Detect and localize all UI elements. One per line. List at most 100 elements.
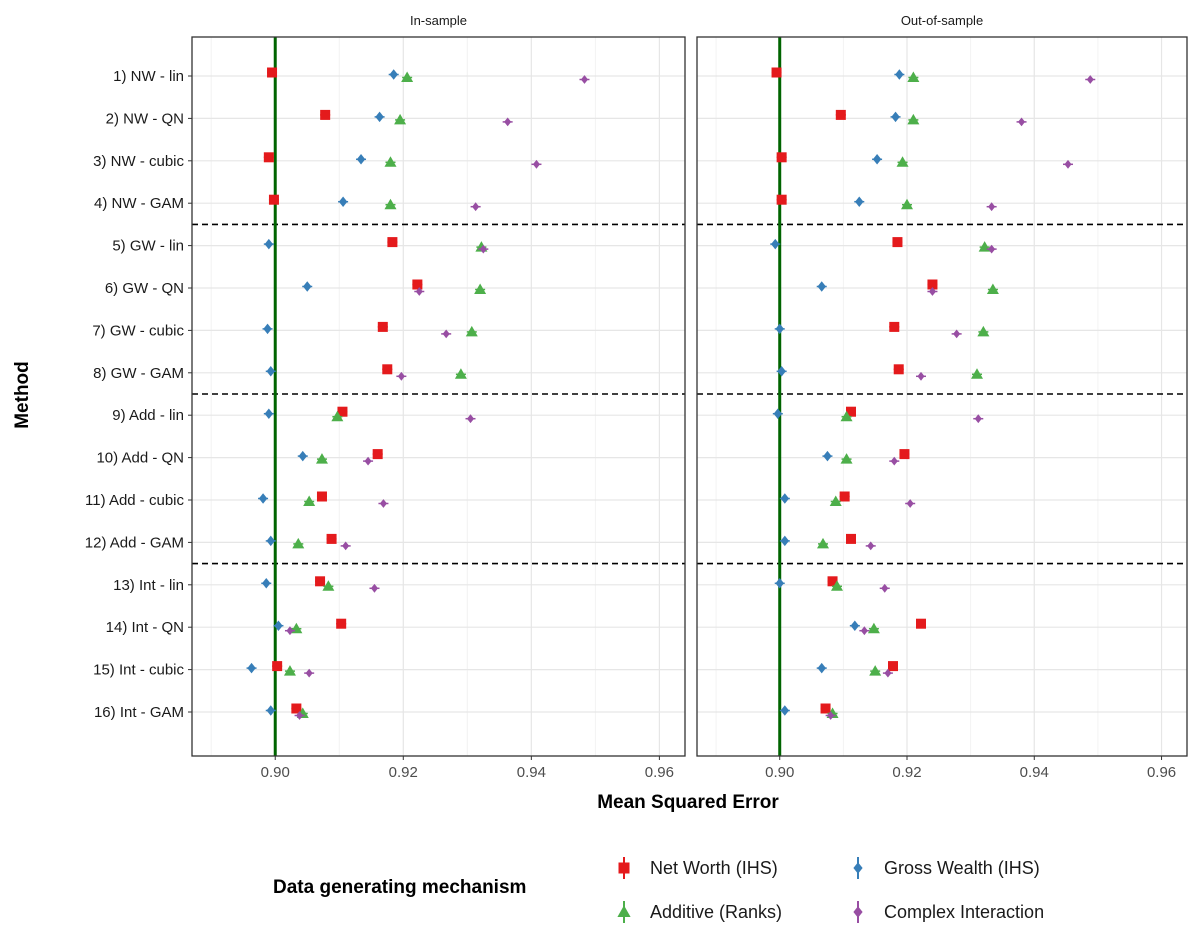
data-point [780, 493, 790, 504]
data-point [479, 244, 487, 254]
data-point [356, 154, 366, 165]
data-point [267, 67, 278, 78]
data-point [988, 202, 996, 212]
data-point [454, 368, 467, 379]
data-point [827, 711, 835, 720]
data-point [266, 366, 275, 377]
data-point [901, 198, 913, 210]
data-point [298, 450, 307, 462]
legend-item: Gross Wealth (IHS) [853, 857, 1040, 879]
legend: Data generating mechanism Net Worth (IHS… [273, 857, 1044, 923]
data-point [827, 576, 838, 587]
data-point [326, 533, 337, 544]
x-tick-label: 0.94 [517, 764, 546, 781]
data-point [780, 535, 790, 547]
legend-label: Gross Wealth (IHS) [884, 858, 1040, 878]
data-point [780, 705, 790, 716]
y-tick-label: 9) Add - lin [112, 407, 184, 424]
x-tick-label: 0.90 [765, 764, 794, 781]
data-point [266, 705, 275, 716]
y-tick-label: 6) GW - QN [105, 280, 184, 297]
y-tick-label: 12) Add - GAM [85, 534, 184, 551]
legend-key-marker [617, 905, 631, 917]
x-tick-label: 0.96 [1147, 764, 1176, 781]
y-tick-label: 8) GW - GAM [93, 365, 184, 382]
legend-key-marker [853, 862, 863, 874]
data-point [382, 364, 393, 375]
x-tick-label: 0.92 [389, 764, 418, 781]
legend-key-marker [618, 862, 630, 874]
data-point [775, 323, 784, 335]
data-point [860, 626, 868, 636]
data-point [442, 329, 450, 339]
data-point [303, 495, 316, 506]
data-point [504, 117, 512, 127]
data-point [917, 371, 925, 381]
legend-item: Net Worth (IHS) [618, 857, 778, 879]
legend-item: Additive (Ranks) [617, 901, 782, 923]
data-point [1064, 159, 1072, 169]
data-point [771, 238, 780, 250]
data-point [840, 410, 853, 422]
data-point [846, 533, 856, 544]
data-point [928, 287, 936, 296]
y-axis-title: Method [12, 361, 33, 429]
panel-in-sample: In-sample 0.90 0.92 0.94 0.96 [191, 13, 686, 781]
data-point [379, 499, 387, 508]
data-point [283, 665, 296, 676]
y-tick-label: 3) NW - cubic [93, 153, 184, 170]
panels-layer: In-sample 0.90 0.92 0.94 0.96 Out-of-sample 0.… [191, 13, 1188, 781]
panel-strip-label: In-sample [410, 13, 467, 28]
data-point [474, 283, 487, 294]
data-point [389, 69, 398, 80]
data-point [906, 499, 914, 508]
data-point [817, 662, 826, 674]
data-point [394, 113, 407, 125]
data-point [263, 323, 272, 335]
data-point [342, 541, 350, 551]
data-point [264, 238, 274, 250]
data-point [846, 406, 856, 417]
data-point [889, 321, 900, 332]
data-point [817, 281, 826, 292]
legend-label: Additive (Ranks) [650, 902, 782, 922]
data-point [820, 703, 831, 714]
data-point [977, 325, 990, 337]
x-tick-label: 0.92 [892, 764, 921, 781]
data-point [895, 69, 904, 80]
data-point [320, 109, 331, 120]
data-point [890, 456, 898, 466]
data-point [268, 194, 279, 205]
data-point [776, 152, 787, 163]
legend-title: Data generating mechanism [273, 877, 526, 898]
data-point [337, 406, 348, 417]
data-point [316, 491, 327, 502]
data-point [974, 414, 982, 424]
data-point [364, 456, 372, 466]
data-point [266, 535, 275, 547]
y-tick-label: 15) Int - cubic [93, 662, 184, 679]
panel-strip-label: Out-of-sample [901, 13, 983, 28]
data-point [850, 620, 860, 631]
data-point [401, 71, 414, 82]
data-point [305, 668, 313, 678]
y-tick-label: 13) Int - lin [113, 577, 184, 594]
data-point [384, 156, 397, 167]
data-point [881, 583, 889, 593]
data-point [331, 410, 344, 422]
series-net-worth-ihs [771, 67, 938, 714]
data-point [884, 668, 892, 678]
legend-label: Net Worth (IHS) [650, 858, 778, 878]
y-tick-label: 14) Int - QN [106, 619, 184, 636]
data-point [532, 159, 540, 169]
data-point [872, 154, 882, 165]
data-point [387, 237, 398, 248]
series-gross-wealth-ihs [246, 69, 399, 716]
data-point [303, 281, 312, 292]
data-point [899, 449, 910, 460]
data-point [927, 279, 938, 290]
series-additive-ranks [817, 71, 999, 718]
y-tick-label: 1) NW - lin [113, 68, 184, 85]
y-tick-label: 11) Add - cubic [85, 492, 184, 509]
